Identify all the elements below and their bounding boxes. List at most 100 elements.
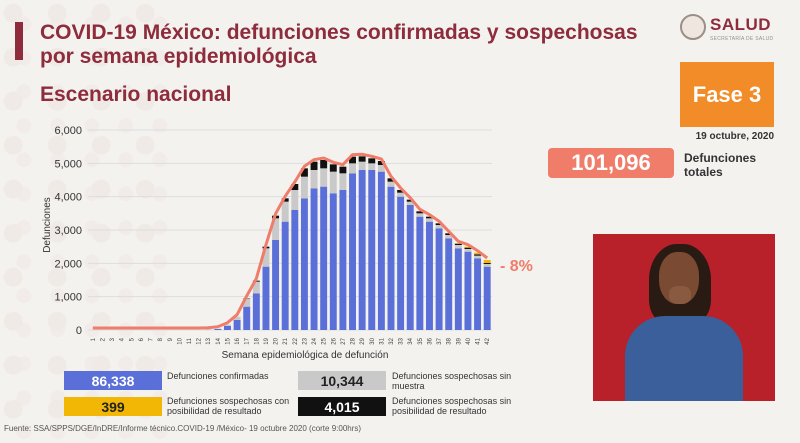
legend-confirmed-label: Defunciones confirmadas	[167, 371, 269, 381]
bar-segment	[406, 201, 414, 205]
x-tick-label: 30	[370, 337, 376, 344]
x-tick-label: 1	[91, 337, 97, 341]
bar-segment	[339, 166, 347, 174]
bar-segment	[310, 188, 318, 330]
phase-badge: Fase 3	[680, 62, 774, 127]
y-tick-label: 0	[76, 325, 82, 337]
bar-segment	[368, 163, 376, 170]
bar-segment	[329, 193, 337, 330]
bar-segment	[464, 246, 472, 248]
x-tick-label: 29	[360, 337, 366, 344]
x-tick-label: 33	[399, 337, 405, 344]
x-tick-label: 14	[216, 337, 222, 344]
bar-segment	[397, 196, 405, 330]
x-tick-label: 32	[389, 337, 395, 344]
bar-segment	[445, 235, 453, 239]
bar-segment	[262, 248, 270, 267]
bar-segment	[445, 238, 453, 330]
y-tick-label: 1,000	[54, 292, 82, 304]
report-date: 19 octubre, 2020	[695, 131, 774, 142]
bar-segment	[474, 255, 482, 259]
bar-segment	[310, 161, 318, 170]
legend-confirmed-value: 86,338	[64, 371, 162, 390]
bar-segment	[387, 186, 395, 330]
bar-segment	[416, 216, 424, 330]
bar-segment	[474, 258, 482, 330]
bar-segment	[224, 326, 231, 330]
bar-segment	[300, 198, 308, 330]
bar-segment	[368, 170, 376, 330]
x-tick-label: 20	[274, 337, 280, 344]
x-axis-ticks: 1 2 3 4 5 6 7 8 9 10 11 12 13 14 15 16 17 18 19 20 21 22 23 24 2…	[91, 337, 491, 344]
bar-segment	[387, 181, 395, 187]
x-tick-label: 15	[225, 337, 231, 344]
x-axis-label: Semana epidemiológica de defunción	[222, 350, 389, 361]
total-deaths-value: 101,096	[548, 148, 674, 178]
bar-segment	[358, 156, 366, 162]
bar-segment	[445, 233, 453, 235]
legend-possible-label: Defunciones sospechosas con posibilidad …	[167, 396, 290, 416]
bar-segment	[483, 264, 491, 267]
x-tick-label: 36	[427, 337, 433, 344]
seal-icon	[680, 14, 706, 40]
bar-segment	[214, 329, 222, 330]
change-percent: - 8%	[500, 258, 533, 275]
bar-segment	[406, 205, 414, 330]
logo-subtext: SECRETARÍA DE SALUD	[710, 36, 774, 42]
bar-segment	[224, 324, 231, 326]
legend-possible-value: 399	[64, 397, 162, 416]
bar-segment	[368, 158, 376, 164]
y-tick-label: 5,000	[54, 158, 82, 170]
bar-segment	[243, 298, 251, 307]
bar-segment	[291, 184, 299, 190]
bar-segment	[377, 165, 385, 172]
logo-text: SALUD	[710, 15, 772, 34]
bar-segment	[272, 240, 280, 330]
bar-segment	[464, 251, 472, 330]
x-tick-label: 34	[408, 337, 414, 344]
y-axis-ticks: 0 1,000 2,000 3,000 4,000 5,000 6,000	[54, 125, 82, 337]
x-tick-label: 40	[466, 337, 472, 344]
bar-segment	[272, 218, 280, 240]
x-tick-label: 16	[235, 337, 241, 344]
title-accent-bar	[15, 22, 23, 60]
y-tick-label: 6,000	[54, 125, 82, 137]
y-tick-label: 2,000	[54, 258, 82, 270]
x-tick-label: 7	[149, 337, 155, 341]
legend-nosample-value: 10,344	[298, 371, 386, 390]
x-tick-label: 6	[139, 337, 145, 341]
bar-segment	[474, 252, 482, 255]
x-tick-label: 3	[110, 337, 116, 341]
legend-impossible-value: 4,015	[298, 397, 386, 416]
bar-segment	[349, 163, 356, 174]
y-tick-label: 4,000	[54, 192, 82, 204]
bar-segment	[339, 190, 347, 330]
bar-segment	[435, 225, 443, 229]
bar-segment	[454, 245, 462, 249]
bar-segment	[252, 281, 260, 294]
bar-segment	[291, 190, 299, 210]
y-axis-label: Defunciones	[42, 197, 53, 253]
bar-segment	[349, 156, 356, 164]
x-tick-label: 9	[168, 337, 174, 341]
x-tick-label: 37	[437, 337, 443, 344]
bar-segment	[397, 192, 405, 197]
bar-segment	[358, 170, 366, 330]
x-tick-label: 21	[283, 337, 289, 344]
page-subtitle: Escenario nacional	[40, 83, 232, 106]
x-tick-label: 24	[312, 337, 318, 344]
bar-segment	[483, 263, 491, 264]
bar-segment	[377, 171, 385, 330]
bar-segment	[426, 221, 433, 330]
y-tick-label: 3,000	[54, 225, 82, 237]
bar-segment	[406, 199, 414, 202]
bar-segment	[320, 160, 328, 169]
bar-segment	[435, 228, 443, 330]
x-tick-label: 28	[351, 337, 357, 344]
bar-segment	[262, 266, 270, 330]
chart-grid	[88, 129, 492, 331]
x-tick-label: 23	[302, 337, 308, 344]
bar-segment	[233, 320, 241, 330]
sign-language-video	[593, 234, 775, 401]
x-tick-label: 19	[264, 337, 270, 344]
